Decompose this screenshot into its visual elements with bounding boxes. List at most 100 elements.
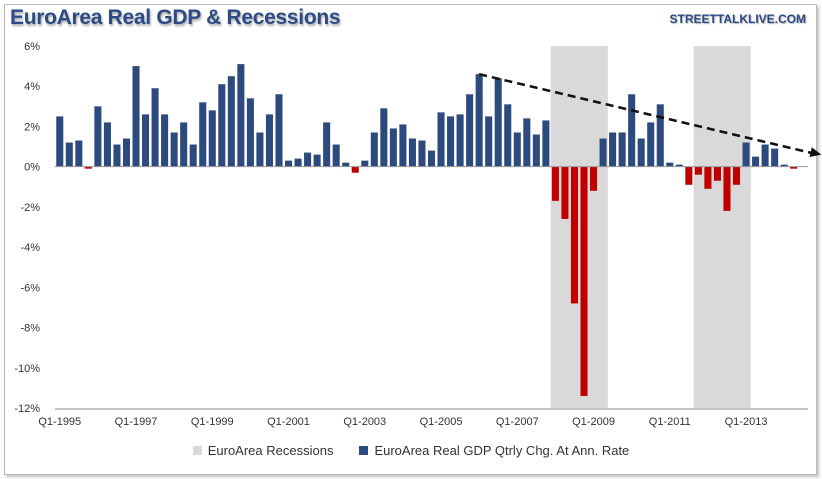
trendline bbox=[478, 72, 822, 157]
gdp-bar bbox=[675, 164, 683, 167]
x-tick-label: Q1-1997 bbox=[115, 416, 158, 428]
gdp-bar bbox=[142, 114, 150, 167]
gdp-bar bbox=[275, 94, 283, 167]
recession-bands bbox=[550, 46, 751, 408]
x-tick-label: Q1-1995 bbox=[38, 416, 81, 428]
x-tick-label: Q1-2003 bbox=[343, 416, 386, 428]
x-tick-label: Q1-1999 bbox=[191, 416, 234, 428]
gdp-bar bbox=[694, 166, 702, 175]
y-tick-label: 6% bbox=[24, 41, 40, 53]
gdp-bar bbox=[122, 138, 131, 167]
gdp-bar bbox=[466, 94, 474, 167]
x-tick-label: Q1-2001 bbox=[267, 416, 310, 428]
gdp-bar bbox=[427, 150, 436, 167]
gdp-bar bbox=[399, 124, 407, 167]
gdp-chart: 6%4%2%0%-2%-4%-6%-8%-10%-12% Q1-1995 Q1-1… bbox=[14, 41, 822, 428]
gdp-bar bbox=[170, 132, 178, 167]
gdp-bar bbox=[780, 164, 788, 167]
gdp-bar bbox=[180, 122, 188, 167]
gdp-bar bbox=[189, 144, 197, 167]
trendline-dashed bbox=[478, 72, 814, 155]
gdp-bar bbox=[761, 144, 769, 167]
gdp-bar bbox=[532, 134, 540, 167]
gdp-bar bbox=[494, 78, 502, 167]
gdp-bar bbox=[475, 74, 483, 167]
gdp-bars bbox=[56, 64, 798, 396]
gdp-bar bbox=[246, 98, 254, 167]
gdp-bar bbox=[666, 162, 674, 167]
gdp-bar bbox=[227, 76, 235, 167]
legend: EuroArea Recessions EuroArea Real GDP Qt… bbox=[0, 443, 822, 458]
legend-item-gdp: EuroArea Real GDP Qtrly Chg. At Ann. Rat… bbox=[359, 443, 629, 458]
gdp-bar bbox=[580, 166, 588, 396]
gdp-bar bbox=[752, 156, 760, 167]
gdp-bar bbox=[370, 132, 378, 167]
gdp-bar bbox=[332, 144, 340, 167]
gdp-bar bbox=[361, 160, 369, 167]
gdp-bar bbox=[199, 102, 207, 167]
gdp-bar bbox=[570, 166, 579, 304]
gdp-bar bbox=[513, 132, 521, 167]
y-tick-label: -6% bbox=[20, 282, 40, 294]
gdp-bar bbox=[723, 166, 731, 211]
gdp-bar bbox=[456, 114, 464, 167]
gdp-bar bbox=[408, 138, 416, 167]
x-tick-label: Q1-2013 bbox=[725, 416, 768, 428]
gdp-bar bbox=[590, 166, 598, 191]
gdp-bar bbox=[732, 166, 741, 185]
recession-band-1 bbox=[550, 46, 608, 408]
x-tick-label: Q1-2007 bbox=[496, 416, 539, 428]
gdp-bar bbox=[656, 104, 664, 167]
gdp-bar bbox=[151, 88, 159, 167]
legend-label-gdp: EuroArea Real GDP Qtrly Chg. At Ann. Rat… bbox=[374, 443, 630, 458]
recession-band-2 bbox=[693, 46, 751, 408]
gdp-bar bbox=[637, 138, 645, 167]
x-tick-label: Q1-2009 bbox=[572, 416, 615, 428]
gdp-bar bbox=[294, 158, 302, 167]
gdp-bar bbox=[351, 166, 359, 173]
y-tick-label: -4% bbox=[20, 242, 40, 254]
gdp-bar bbox=[437, 112, 445, 167]
gdp-bar bbox=[237, 64, 245, 167]
gdp-bar bbox=[504, 104, 512, 167]
gdp-bar bbox=[742, 142, 750, 167]
gdp-bar bbox=[618, 132, 626, 167]
gdp-bar bbox=[256, 132, 264, 167]
y-tick-label: 0% bbox=[24, 162, 40, 174]
gdp-bar bbox=[84, 166, 92, 169]
gdp-bar bbox=[561, 166, 569, 219]
gdp-bar bbox=[704, 166, 712, 189]
y-tick-label: -10% bbox=[14, 363, 40, 375]
gdp-bar bbox=[75, 140, 83, 167]
gdp-bar bbox=[103, 122, 111, 167]
legend-label-recessions: EuroArea Recessions bbox=[207, 443, 334, 458]
gdp-bar bbox=[380, 108, 388, 167]
gdp-bar bbox=[647, 122, 655, 167]
gdp-bar bbox=[447, 116, 455, 167]
gdp-bar bbox=[65, 142, 73, 167]
gdp-bar bbox=[323, 122, 331, 167]
gdp-bar bbox=[542, 120, 550, 167]
gdp-bar bbox=[551, 166, 559, 201]
y-tick-label: 2% bbox=[24, 121, 40, 133]
trendline-arrowhead bbox=[809, 147, 822, 157]
gdp-bar bbox=[94, 106, 102, 167]
gdp-bar bbox=[523, 118, 531, 167]
gdp-bar bbox=[208, 110, 216, 167]
y-tick-label: -12% bbox=[14, 403, 40, 415]
chart-title: EuroArea Real GDP & Recessions bbox=[10, 6, 341, 29]
gdp-bar bbox=[628, 94, 636, 167]
gdp-bar bbox=[265, 114, 273, 167]
gdp-bar bbox=[609, 132, 617, 167]
gdp-bar bbox=[418, 140, 426, 167]
gdp-bar bbox=[771, 148, 779, 167]
gdp-bar bbox=[485, 116, 493, 167]
gdp-bar bbox=[218, 84, 226, 167]
x-tick-label: Q1-2005 bbox=[420, 416, 463, 428]
legend-swatch-gdp bbox=[359, 446, 369, 455]
x-axis: Q1-1995 Q1-1997 Q1-1999 Q1-2001 Q1-2003 Q1-20… bbox=[38, 408, 808, 428]
y-axis-labels: 6% 4% 2% 0% -2% -4% -6% -8% -10% -12% bbox=[14, 41, 40, 415]
y-tick-label: -2% bbox=[20, 202, 40, 214]
y-tick-label: -8% bbox=[20, 323, 40, 335]
gdp-bar bbox=[113, 144, 121, 167]
